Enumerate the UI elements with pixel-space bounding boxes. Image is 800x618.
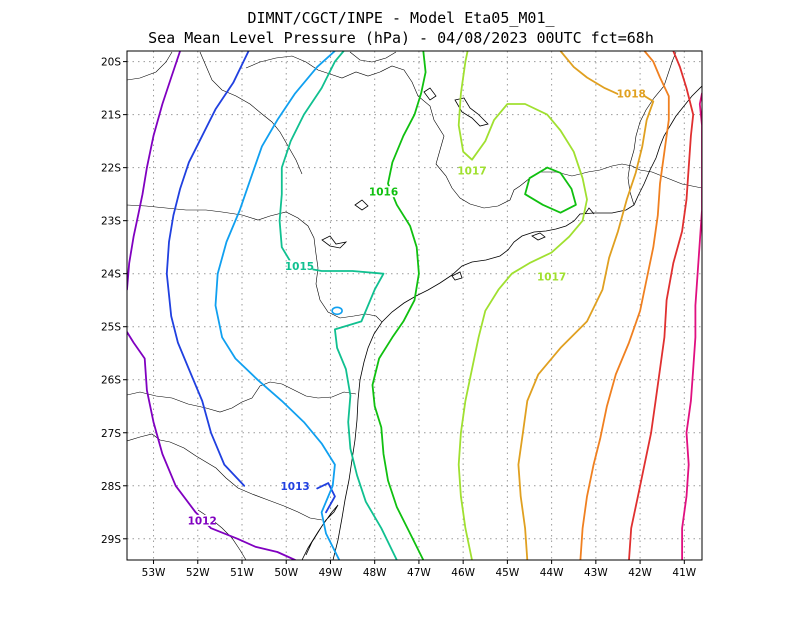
y-tick-label: 28S	[101, 481, 121, 493]
border-ms-go	[349, 51, 397, 63]
x-axis: 53W 52W 51W 50W 49W 48W 47W 46W 45W 44W 43W 42W 41W	[142, 560, 697, 579]
isobar-1016	[371, 51, 427, 560]
x-tick-label: 50W	[274, 567, 298, 579]
x-tick-label: 44W	[540, 567, 564, 579]
x-tick-label: 49W	[319, 567, 343, 579]
y-tick-label: 25S	[101, 322, 121, 334]
isobar-label-bg	[282, 480, 309, 492]
isobar-1013	[165, 51, 250, 487]
isobar-1012	[127, 51, 181, 291]
x-tick-label: 51W	[230, 567, 254, 579]
border-mg-rj-es	[519, 163, 702, 189]
isobar-label-1017: 1017	[457, 165, 486, 177]
isobar-1014-cell	[331, 306, 343, 316]
border-mg-es	[627, 51, 677, 206]
y-tick-label: 21S	[101, 110, 121, 122]
y-tick-label: 27S	[101, 428, 121, 440]
isobar-1016	[524, 166, 577, 214]
x-tick-label: 48W	[363, 567, 387, 579]
isobar-label-bg	[189, 514, 216, 526]
x-tick-label: 45W	[496, 567, 520, 579]
border-sp-mg	[245, 55, 521, 209]
isobar-label-bg	[286, 260, 313, 272]
gridlines	[127, 51, 702, 560]
isobar-1017	[457, 51, 588, 560]
isobar-label-1013: 1013	[280, 481, 309, 493]
y-axis: 20S 21S 22S 23S 24S 25S 26S 27S 28S 29S	[101, 57, 127, 546]
isobar-1012	[127, 331, 296, 560]
border-paraguay-brazil	[127, 51, 173, 81]
basemap	[127, 51, 702, 560]
reservoir-1	[354, 199, 369, 211]
y-tick-label: 23S	[101, 216, 121, 228]
border-sc-rs	[127, 433, 323, 521]
plot-frame	[126, 50, 703, 561]
x-tick-label: 42W	[628, 567, 652, 579]
isobar-label-1012: 1012	[188, 515, 217, 527]
border-ms-sp	[199, 51, 303, 175]
coastline	[332, 85, 702, 560]
x-tick-label: 47W	[407, 567, 431, 579]
isobar-label-bg	[538, 270, 565, 282]
reservoir-2	[321, 235, 348, 249]
island-sao-sebastiao	[451, 271, 463, 281]
y-tick-label: 20S	[101, 57, 121, 69]
isobar-1019	[579, 51, 670, 560]
title-line-2: Sea Mean Level Pressure (hPa) - 04/08/20…	[148, 29, 654, 47]
isobar-labels: 1012 1013 1015 1016 1017 1017 1018	[188, 88, 646, 527]
x-tick-label: 46W	[451, 567, 475, 579]
isobar-label-1015: 1015	[285, 261, 314, 273]
isobar-label-1017: 1017	[537, 271, 566, 283]
isobar-label-bg	[370, 186, 397, 198]
x-tick-label: 41W	[672, 567, 696, 579]
isobar-label-bg	[459, 164, 485, 176]
x-tick-label: 52W	[186, 567, 210, 579]
border-pr-sp	[127, 204, 383, 323]
isobar-label-1016: 1016	[369, 187, 398, 199]
isobar-1020	[628, 51, 695, 560]
isobar-label-1018: 1018	[617, 89, 646, 101]
y-tick-label: 29S	[101, 534, 121, 546]
isobars	[127, 51, 702, 560]
isobar-1015	[278, 51, 398, 560]
isobar-label-bg	[618, 88, 645, 100]
border-argentina	[127, 381, 357, 413]
y-tick-label: 22S	[101, 163, 121, 175]
isobar-1018	[517, 51, 655, 560]
y-tick-label: 26S	[101, 375, 121, 387]
y-tick-label: 24S	[101, 269, 121, 281]
lagoa-dos-patos	[301, 504, 339, 560]
reservoir-4	[423, 87, 437, 101]
x-tick-label: 53W	[142, 567, 166, 579]
title-line-1: DIMNT/CGCT/INPE - Model Eta05_M01_	[247, 9, 555, 27]
x-tick-label: 43W	[584, 567, 608, 579]
island-ilha-grande	[531, 232, 546, 241]
guanabara-bay	[584, 207, 595, 215]
isobar-1014	[214, 51, 341, 560]
reservoir-3	[454, 97, 489, 127]
isobar-1021	[681, 92, 702, 560]
